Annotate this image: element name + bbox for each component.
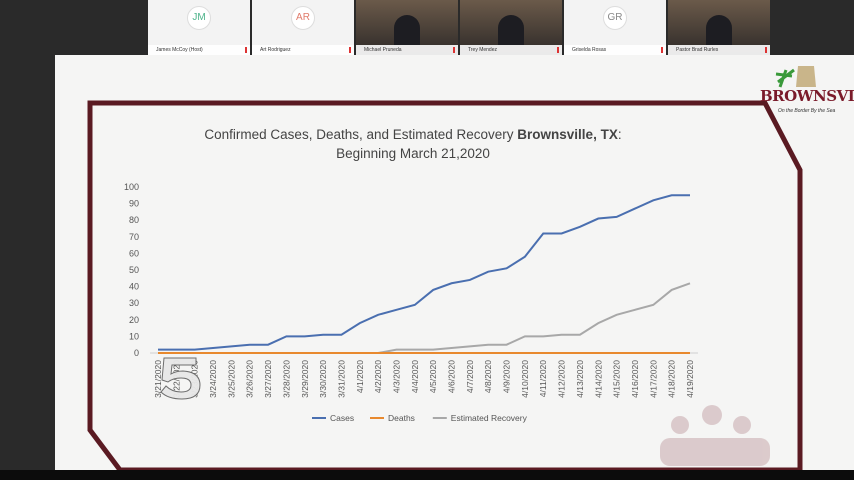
x-tick-label: 4/15/2020: [612, 360, 622, 398]
x-tick-label: 4/18/2020: [667, 360, 677, 398]
legend-label: Estimated Recovery: [451, 413, 528, 423]
x-tick-label: 4/17/2020: [648, 360, 658, 398]
x-tick-label: 3/30/2020: [318, 360, 328, 398]
participant-tile[interactable]: AR Art Rodriguez: [252, 0, 354, 55]
participant-video: [706, 15, 732, 45]
mic-muted-icon: [453, 47, 455, 53]
participant-name: Art Rodriguez: [252, 45, 354, 55]
participant-name: Pastor Brad Rurles: [668, 45, 770, 55]
x-tick-label: 4/2/2020: [373, 360, 383, 393]
x-tick-label: 4/13/2020: [575, 360, 585, 398]
x-tick-label: 3/29/2020: [300, 360, 310, 398]
chart-subtitle: Beginning March 21,2020: [336, 146, 490, 161]
participant-tile[interactable]: Trey Mendez: [460, 0, 562, 55]
participant-tile[interactable]: Michael Pruneda: [356, 0, 458, 55]
participant-initials: JM: [187, 6, 211, 30]
y-tick-label: 60: [129, 248, 139, 258]
mic-muted-icon: [661, 47, 663, 53]
mic-muted-icon: [349, 47, 351, 53]
y-tick-label: 20: [129, 315, 139, 325]
participant-video: [498, 15, 524, 45]
participant-tile[interactable]: JM James McCoy (Host): [148, 0, 250, 55]
y-tick-label: 40: [129, 282, 139, 292]
mic-muted-icon: [245, 47, 247, 53]
x-tick-label: 4/16/2020: [630, 360, 640, 398]
participant-tile[interactable]: GR Griselda Rosas: [564, 0, 666, 55]
x-tick-label: 3/26/2020: [245, 360, 255, 398]
participant-name: Trey Mendez: [460, 45, 562, 55]
y-tick-label: 50: [129, 265, 139, 275]
legend-label: Deaths: [388, 413, 415, 423]
x-tick-label: 4/9/2020: [502, 360, 512, 393]
x-tick-label: 4/12/2020: [557, 360, 567, 398]
participant-name: Michael Pruneda: [356, 45, 458, 55]
participant-name: Griselda Rosas: [564, 45, 666, 55]
x-tick-label: 4/8/2020: [483, 360, 493, 393]
y-tick-label: 10: [129, 331, 139, 341]
logo-text: BROWNSVILLE: [760, 87, 854, 105]
x-tick-label: 4/3/2020: [391, 360, 401, 393]
participant-video: [394, 15, 420, 45]
x-tick-label: 3/27/2020: [263, 360, 273, 398]
y-tick-label: 100: [124, 182, 139, 192]
brownsville-logo: BROWNSVILLE On the Border By the Sea: [758, 60, 854, 122]
x-tick-label: 4/10/2020: [520, 360, 530, 398]
legend-label: Cases: [330, 413, 354, 423]
chart-title: Confirmed Cases, Deaths, and Estimated R…: [204, 127, 621, 142]
participant-tile[interactable]: Pastor Brad Rurles: [668, 0, 770, 55]
participant-initials: GR: [603, 6, 627, 30]
participant-strip: JM James McCoy (Host) AR Art Rodriguez Micha…: [148, 0, 770, 55]
participant-initials: AR: [291, 6, 315, 30]
mic-muted-icon: [765, 47, 767, 53]
x-tick-label: 4/19/2020: [685, 360, 695, 398]
y-tick-label: 70: [129, 232, 139, 242]
x-tick-label: 3/24/2020: [208, 360, 218, 398]
logo-tagline: On the Border By the Sea: [778, 108, 836, 114]
shared-screen: [55, 55, 854, 470]
y-tick-label: 30: [129, 298, 139, 308]
x-tick-label: 3/21/2020: [153, 360, 163, 398]
x-tick-label: 4/6/2020: [447, 360, 457, 393]
x-tick-label: 4/1/2020: [355, 360, 365, 393]
y-tick-label: 90: [129, 199, 139, 209]
x-tick-label: 3/25/2020: [226, 360, 236, 398]
x-tick-label: 4/11/2020: [538, 360, 548, 397]
y-tick-label: 80: [129, 215, 139, 225]
series-line-cases: [158, 194, 690, 351]
x-tick-label: 3/31/2020: [336, 360, 346, 398]
bottom-bar: [0, 470, 854, 480]
x-tick-label: 4/5/2020: [428, 360, 438, 393]
mic-muted-icon: [557, 47, 559, 53]
x-tick-label: 3/28/2020: [281, 360, 291, 398]
x-tick-label: 4/14/2020: [593, 360, 603, 398]
participant-name: James McCoy (Host): [148, 45, 250, 55]
y-tick-label: 0: [134, 348, 139, 358]
x-tick-label: 4/7/2020: [465, 360, 475, 393]
x-tick-label: 4/4/2020: [410, 360, 420, 393]
